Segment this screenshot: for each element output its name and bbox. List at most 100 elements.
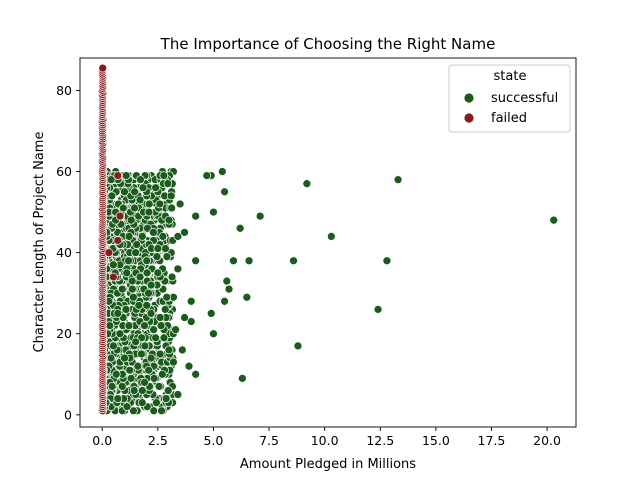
data-point-successful <box>109 260 118 270</box>
data-point-successful <box>132 240 142 249</box>
failed-series <box>97 63 125 416</box>
data-point-successful <box>244 256 254 266</box>
y-axis: 0 20 40 60 80 <box>56 83 80 422</box>
x-tick-label: 15.0 <box>422 433 450 448</box>
data-point-failed <box>104 248 114 257</box>
data-point-successful <box>159 171 169 180</box>
x-tick-label: 0.0 <box>92 433 112 448</box>
data-point-successful <box>151 183 160 193</box>
data-point-successful <box>160 305 170 314</box>
data-point-successful <box>138 183 148 193</box>
data-point-successful <box>144 199 154 209</box>
data-point-successful <box>220 187 229 197</box>
data-point-successful <box>549 215 559 225</box>
data-point-successful <box>146 309 156 318</box>
data-point-successful <box>149 228 158 237</box>
data-point-successful <box>124 256 133 266</box>
data-point-successful <box>173 264 183 274</box>
data-point-successful <box>180 228 189 237</box>
data-point-successful <box>151 333 160 343</box>
y-tick-label: 60 <box>56 164 72 179</box>
data-point-successful <box>135 195 145 205</box>
data-point-successful <box>130 187 139 197</box>
data-point-successful <box>209 329 218 339</box>
data-point-successful <box>124 232 134 241</box>
x-tick-label: 2.5 <box>148 433 168 448</box>
data-point-successful <box>135 272 145 282</box>
data-point-successful <box>255 211 265 221</box>
x-tick-label: 7.5 <box>259 433 279 448</box>
data-point-successful <box>163 386 173 395</box>
data-point-successful <box>152 252 162 262</box>
data-point-successful <box>229 256 238 266</box>
legend-box <box>448 64 571 133</box>
data-point-successful <box>120 187 129 197</box>
data-point-successful <box>136 175 145 184</box>
data-point-successful <box>142 256 152 266</box>
x-tick-label: 10.0 <box>311 433 339 448</box>
data-point-successful <box>143 223 152 233</box>
legend-marker-successful <box>463 92 475 104</box>
data-point-successful <box>127 284 137 294</box>
data-point-failed <box>113 236 123 245</box>
data-point-failed <box>98 63 108 73</box>
data-point-successful <box>382 256 392 266</box>
data-point-successful <box>125 365 135 375</box>
data-point-successful <box>186 317 196 326</box>
data-point-successful <box>164 345 174 355</box>
data-point-successful <box>166 191 176 201</box>
data-point-successful <box>373 305 383 314</box>
data-point-successful <box>109 341 118 351</box>
data-point-successful <box>153 268 163 278</box>
data-point-successful <box>137 232 147 241</box>
data-point-successful <box>161 244 170 253</box>
data-point-successful <box>218 167 227 176</box>
data-point-successful <box>129 292 138 302</box>
data-point-successful <box>144 365 154 375</box>
data-point-successful <box>140 378 149 387</box>
data-point-successful <box>235 223 245 233</box>
data-point-successful <box>137 398 147 408</box>
data-point-successful <box>129 386 139 395</box>
data-point-successful <box>140 341 150 351</box>
data-point-successful <box>326 232 336 241</box>
data-point-successful <box>191 369 201 379</box>
data-point-successful <box>131 248 140 257</box>
data-point-successful <box>224 284 234 294</box>
data-point-successful <box>156 321 166 330</box>
data-point-successful <box>134 301 144 310</box>
data-point-successful <box>155 313 165 322</box>
data-point-successful <box>177 345 187 355</box>
x-tick-label: 17.5 <box>478 433 506 448</box>
legend-label-successful: successful <box>491 91 558 106</box>
data-point-successful <box>106 353 116 363</box>
data-point-successful <box>393 175 403 184</box>
data-point-successful <box>154 382 164 391</box>
x-tick-label: 20.0 <box>533 433 561 448</box>
x-tick-label: 12.5 <box>366 433 394 448</box>
data-point-successful <box>173 390 183 399</box>
data-point-successful <box>144 288 153 298</box>
data-point-successful <box>302 179 312 189</box>
data-point-successful <box>162 292 172 302</box>
data-point-successful <box>137 333 146 343</box>
data-point-successful <box>142 268 152 278</box>
data-point-successful <box>137 386 147 395</box>
data-point-successful <box>149 325 159 335</box>
data-point-successful <box>120 353 129 363</box>
data-point-successful <box>155 349 165 359</box>
data-point-failed <box>113 171 123 180</box>
data-point-failed <box>115 211 125 221</box>
data-point-successful <box>124 321 134 330</box>
y-tick-label: 40 <box>56 245 72 260</box>
plot-frame <box>79 57 577 428</box>
x-tick-label: 5.0 <box>204 433 224 448</box>
data-point-successful <box>140 321 149 330</box>
data-point-successful <box>130 203 139 213</box>
data-point-successful <box>169 357 178 367</box>
data-point-successful <box>289 256 298 266</box>
data-point-failed <box>109 272 118 282</box>
data-point-successful <box>153 244 163 253</box>
data-point-successful <box>142 301 152 310</box>
